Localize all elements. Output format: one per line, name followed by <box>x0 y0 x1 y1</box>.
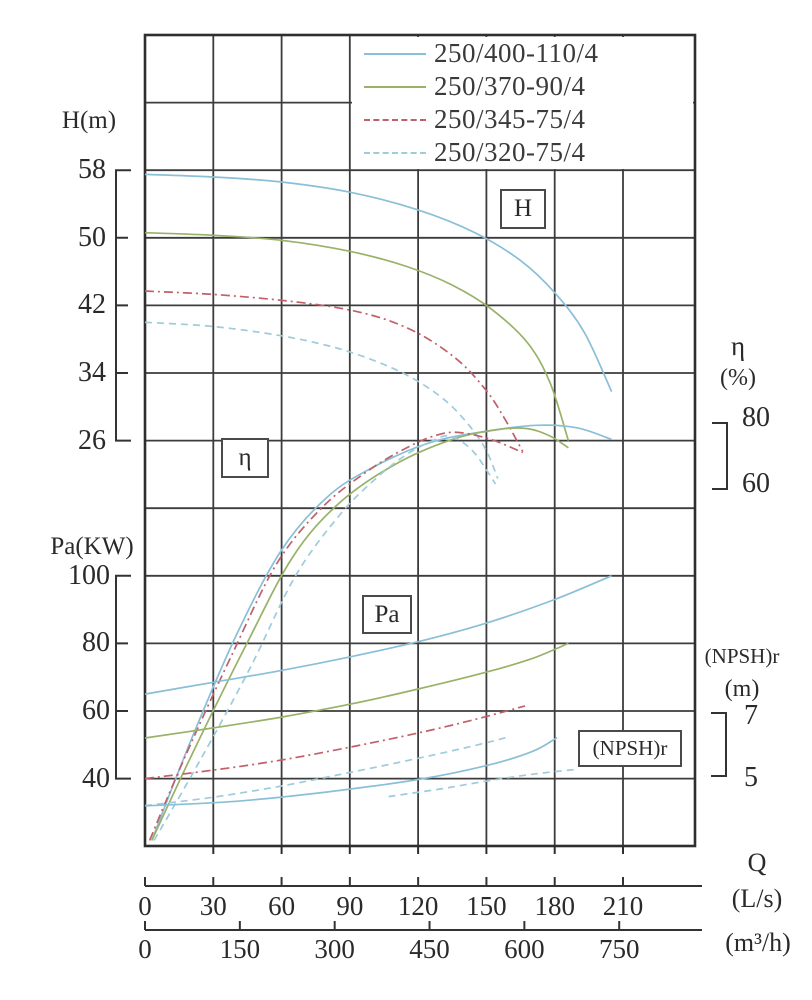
npsh-tick-7: 7 <box>744 700 758 731</box>
legend-line-sample <box>364 151 426 154</box>
q-m3h-tick-600: 600 <box>504 934 545 964</box>
pa-curves-tag: Pa <box>362 595 412 634</box>
q-m3h-tick-300: 300 <box>314 934 355 964</box>
axis-bracket <box>115 169 131 442</box>
q-ls-tick-120: 120 <box>397 891 439 921</box>
legend-item: 250/400-110/4 <box>352 37 693 70</box>
legend-line-sample <box>364 118 426 121</box>
q-ls-tick-0: 0 <box>138 891 152 921</box>
legend-line-sample <box>364 85 426 88</box>
legend: 250/400-110/4 250/370-90/4 250/345-75/4 … <box>352 37 693 169</box>
h-tick-50: 50 <box>78 221 106 253</box>
q-ls-tick-30: 30 <box>199 891 227 921</box>
legend-label: 250/400-110/4 <box>434 38 599 68</box>
q-ls-tick-90: 90 <box>336 891 364 921</box>
pa-tick-60: 60 <box>82 695 110 726</box>
q-ls-tick-210: 210 <box>602 891 644 921</box>
h-axis-title: H(m) <box>61 107 117 134</box>
curve-npsh-250-400-110-4 <box>144 736 558 807</box>
curve-npsh-250-320-75-4 <box>388 768 578 798</box>
q-m3h-tick-150: 150 <box>219 934 261 964</box>
curve-pa-250-400-110-4 <box>144 575 612 695</box>
curve-h-250-345-75-4 <box>144 290 524 453</box>
axis-bracket <box>115 574 131 780</box>
eta-axis-title: η <box>730 331 746 361</box>
axis-bracket <box>712 422 728 490</box>
legend-label: 250/320-75/4 <box>434 137 586 167</box>
curve-pa-250-320-75-4 <box>144 736 508 807</box>
axis-bracket <box>711 712 727 777</box>
q-m3h-tick-450: 450 <box>409 934 450 964</box>
eta-tick-80: 80 <box>742 402 770 433</box>
eta-tick-60: 60 <box>742 468 770 499</box>
legend-line-sample <box>364 52 426 55</box>
h-tick-58: 58 <box>78 154 106 186</box>
legend-item: 250/370-90/4 <box>352 70 693 103</box>
h-tick-42: 42 <box>78 289 106 321</box>
plot-border <box>143 33 697 848</box>
pa-tick-100: 100 <box>68 559 110 591</box>
curve-h-250-370-90-4 <box>144 231 570 441</box>
q-axis-title: Q <box>747 848 767 877</box>
q-m3h-tick-750: 750 <box>598 934 640 964</box>
curve-eta-250-400-110-4 <box>151 424 612 841</box>
h-tick-26: 26 <box>78 424 106 456</box>
pa-tick-80: 80 <box>82 627 110 659</box>
pa-tick-40: 40 <box>82 762 110 794</box>
legend-item: 250/320-75/4 <box>352 136 693 169</box>
legend-item: 250/345-75/4 <box>352 103 693 136</box>
eta-curves-tag: η <box>221 438 269 478</box>
eta-axis-unit: (%) <box>720 365 756 391</box>
h-tick-34: 34 <box>78 357 106 388</box>
curve-h-250-320-75-4 <box>144 321 499 479</box>
npsh-curves-tag: (NPSH)r <box>578 730 682 767</box>
q-ls-unit: (L/s) <box>731 884 783 913</box>
curve-pa-250-370-90-4 <box>144 642 569 739</box>
q-m3h-unit: (m³/h) <box>725 928 791 957</box>
npsh-axis-title: (NPSH)r <box>704 644 780 668</box>
pa-axis-title: Pa(KW) <box>50 533 134 560</box>
curve-eta-250-345-75-4 <box>148 431 524 841</box>
npsh-axis-unit: (m) <box>724 676 760 702</box>
curve-eta-250-370-90-4 <box>151 427 569 841</box>
q-ls-tick-60: 60 <box>268 891 296 921</box>
curve-pa-250-345-75-4 <box>144 705 526 780</box>
q-ls-tick-180: 180 <box>534 891 575 921</box>
q-ls-tick-150: 150 <box>466 891 507 921</box>
curve-h-250-400-110-4 <box>144 173 613 392</box>
npsh-tick-5: 5 <box>744 762 758 793</box>
curve-eta-250-320-75-4 <box>153 434 497 841</box>
h-curves-tag: H <box>500 189 546 229</box>
q-m3h-tick-0: 0 <box>138 934 152 964</box>
legend-label: 250/370-90/4 <box>434 71 586 101</box>
legend-label: 250/345-75/4 <box>434 104 586 134</box>
